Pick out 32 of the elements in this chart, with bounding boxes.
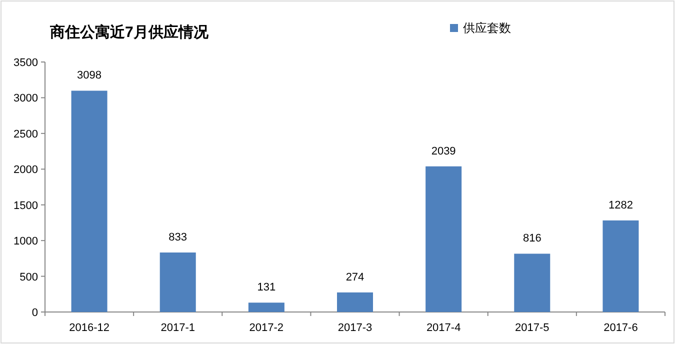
bar <box>337 292 373 312</box>
data-label: 3098 <box>77 70 102 82</box>
x-tick-label: 2017-1 <box>160 322 195 334</box>
x-tick-label: 2017-3 <box>338 322 372 334</box>
data-label: 1282 <box>608 199 633 212</box>
y-tick-label: 2500 <box>14 128 38 140</box>
bar <box>602 220 639 312</box>
x-tick-label: 2017-4 <box>426 322 461 334</box>
y-tick-label: 3000 <box>14 92 38 105</box>
x-tick-label: 2017-6 <box>604 322 638 334</box>
bar <box>426 166 462 312</box>
legend-label: 供应套数 <box>463 21 511 35</box>
y-tick-label: 1000 <box>14 236 38 248</box>
bar <box>71 90 108 312</box>
data-label: 833 <box>168 232 188 244</box>
bar <box>160 252 196 312</box>
chart-title: 商住公寓近7月供应情况 <box>49 23 210 41</box>
data-label: 131 <box>257 282 276 294</box>
供应套数: 3098 833 131 274 2039 816 1282 <box>71 70 639 312</box>
data-label: 2039 <box>431 145 456 158</box>
y-tick-label: 1500 <box>14 200 38 212</box>
x-tick-label: 2017-5 <box>515 322 550 334</box>
y-tick-label: 500 <box>20 271 38 284</box>
y-tick-label: 0 <box>32 307 38 319</box>
x-tick-label: 2017-2 <box>249 322 284 334</box>
x-tick-label: 2016-12 <box>69 322 110 334</box>
data-label: 274 <box>346 271 364 284</box>
bar <box>248 302 284 312</box>
y-tick-label: 2000 <box>14 164 38 176</box>
data-label: 816 <box>522 232 542 245</box>
y-tick-label: 3500 <box>14 57 38 69</box>
bar <box>514 254 550 312</box>
